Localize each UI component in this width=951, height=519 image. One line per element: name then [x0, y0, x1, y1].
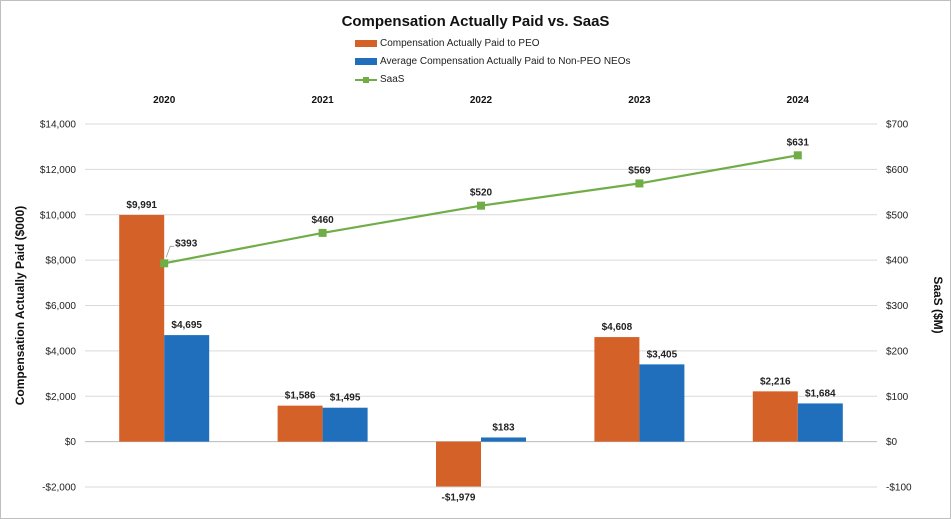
bar-neo — [481, 437, 526, 442]
data-label-neo: $3,405 — [647, 349, 678, 360]
x-tick-label: 2021 — [311, 95, 334, 106]
chart-title: Compensation Actually Paid vs. SaaS — [341, 13, 610, 30]
y-tick-label: -$2,000 — [42, 483, 76, 494]
y-right-tick-label: $200 — [886, 346, 909, 357]
legend-label-neo: Average Compensation Actually Paid to No… — [380, 56, 631, 67]
y-tick-label: $4,000 — [45, 346, 76, 357]
y-right-tick-label: $100 — [886, 392, 909, 403]
y-right-tick-label: $500 — [886, 210, 909, 221]
data-label-peo: $2,216 — [760, 376, 791, 387]
bar-peo — [436, 441, 481, 487]
data-label-neo: $183 — [492, 422, 515, 433]
saas-marker — [477, 201, 485, 210]
data-label-saas: $631 — [787, 137, 810, 148]
saas-marker — [635, 179, 644, 188]
y-right-tick-label: $300 — [886, 301, 909, 312]
y-right-axis-title: SaaS ($M) — [931, 276, 945, 333]
y-tick-label: $2,000 — [45, 392, 76, 403]
x-tick-label: 2020 — [153, 95, 176, 106]
x-tick-label: 2023 — [628, 95, 651, 106]
bar-peo — [752, 391, 798, 442]
y-tick-label: $8,000 — [45, 256, 76, 267]
data-label-saas: $569 — [628, 165, 651, 176]
data-label-peo: $9,991 — [126, 200, 157, 211]
x-tick-label: 2022 — [470, 95, 493, 106]
y-right-tick-label: $700 — [886, 120, 909, 131]
y-tick-label: $10,000 — [40, 210, 77, 221]
data-label-neo: $1,684 — [805, 388, 836, 399]
legend-item-peo: Compensation Actually Paid to PEO — [355, 38, 540, 49]
data-label-neo: $1,495 — [330, 393, 361, 404]
data-label-saas: $520 — [470, 188, 493, 199]
data-label-saas: $393 — [175, 238, 198, 249]
bar-neo — [639, 364, 685, 442]
saas-marker — [793, 151, 802, 160]
data-label-saas: $460 — [311, 215, 334, 226]
y-tick-label: $12,000 — [40, 165, 77, 176]
y-right-tick-label: $600 — [886, 165, 909, 176]
saas-leader-line — [165, 245, 175, 258]
bar-neo — [322, 407, 368, 442]
saas-marker — [318, 228, 327, 237]
y-right-tick-label: -$100 — [886, 483, 912, 494]
data-label-neo: $4,695 — [171, 320, 202, 331]
bar-peo — [119, 214, 165, 442]
y-axis-title: Compensation Actually Paid ($000) — [13, 206, 27, 406]
legend-swatch-peo — [355, 40, 377, 47]
x-tick-label: 2024 — [787, 95, 810, 106]
legend-item-neo: Average Compensation Actually Paid to No… — [355, 56, 631, 67]
y-tick-label: $0 — [65, 437, 77, 448]
bar-neo — [164, 335, 210, 442]
y-right-tick-label: $0 — [886, 437, 898, 448]
legend-label-saas: SaaS — [380, 74, 405, 85]
y-tick-label: $6,000 — [45, 301, 76, 312]
bar-peo — [594, 337, 640, 442]
legend-item-saas: SaaS — [355, 74, 404, 85]
y-tick-label: $14,000 — [40, 120, 77, 131]
legend-swatch-saas — [355, 76, 377, 84]
legend-label-peo: Compensation Actually Paid to PEO — [380, 38, 540, 49]
data-label-peo: -$1,979 — [442, 493, 476, 504]
bar-neo — [797, 403, 843, 442]
data-label-peo: $4,608 — [602, 322, 633, 333]
y-right-tick-label: $400 — [886, 256, 909, 267]
saas-marker — [160, 259, 169, 268]
bar-peo — [277, 405, 323, 442]
legend-swatch-neo — [355, 58, 377, 65]
data-label-peo: $1,586 — [285, 391, 316, 402]
